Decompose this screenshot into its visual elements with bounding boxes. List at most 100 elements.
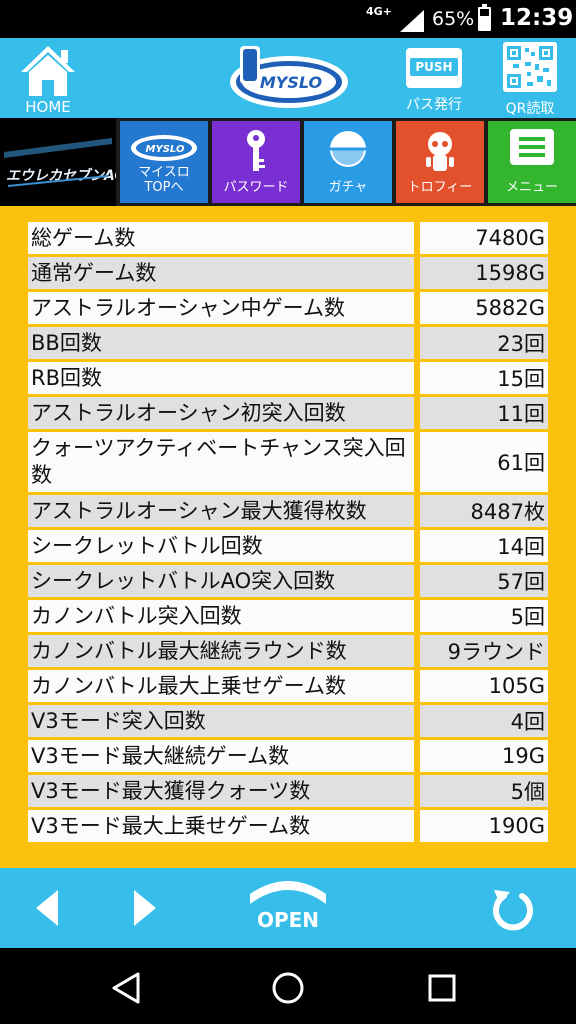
app-header: HOME MYSLO PUSH パス発行 QR読取 — [0, 38, 576, 118]
qr-code-icon — [503, 42, 557, 92]
menu-label: メニュー — [505, 180, 558, 195]
stat-row: カノンバトル突入回数 5回 — [28, 600, 548, 632]
arrow-left-icon — [36, 890, 58, 926]
stat-name: V3モード最大獲得クォーツ数 — [28, 775, 414, 807]
stat-row: RB回数 15回 — [28, 362, 548, 394]
data-panel: 総ゲーム数 7480G 通常ゲーム数 1598G アストラルオーシャン中ゲーム数 5882… — [0, 206, 576, 868]
myslo-top-label: マイスロ TOPへ — [138, 165, 190, 195]
open-button[interactable]: OPEN — [246, 880, 330, 938]
stat-value: 15回 — [420, 362, 548, 394]
stat-row: 通常ゲーム数 1598G — [28, 257, 548, 289]
refresh-button[interactable] — [488, 886, 536, 934]
back-triangle-icon — [112, 972, 140, 1004]
stat-name: カノンバトル最大上乗せゲーム数 — [28, 670, 414, 702]
key-icon — [212, 129, 300, 177]
menu-button[interactable]: メニュー — [488, 121, 576, 203]
trophy-character-icon — [396, 129, 484, 179]
stat-name: カノンバトル突入回数 — [28, 600, 414, 632]
stat-value: 57回 — [420, 565, 548, 597]
status-bar: 4G+ 65% 12:39 — [0, 0, 576, 38]
stat-row: V3モード最大上乗せゲーム数 190G — [28, 810, 548, 842]
gacha-button[interactable]: ガチャ — [304, 121, 392, 203]
stat-value: 23回 — [420, 327, 548, 359]
stat-name: シークレットバトル回数 — [28, 530, 414, 562]
stat-row: BB回数 23回 — [28, 327, 548, 359]
refresh-icon — [493, 890, 533, 931]
stat-value: 4回 — [420, 705, 548, 737]
stat-name: アストラルオーシャン中ゲーム数 — [28, 292, 414, 324]
open-arrow-icon — [250, 881, 326, 904]
myslo-top-button[interactable]: MYSLO マイスロ TOPへ — [120, 121, 208, 203]
stat-name: V3モード突入回数 — [28, 705, 414, 737]
stat-row: アストラルオーシャン中ゲーム数 5882G — [28, 292, 548, 324]
stat-row: カノンバトル最大継続ラウンド数 9ラウンド — [28, 635, 548, 667]
recents-square-icon — [428, 974, 456, 1002]
trophy-button[interactable]: トロフィー — [396, 121, 484, 203]
stat-name: シークレットバトルAO突入回数 — [28, 565, 414, 597]
stat-row: 総ゲーム数 7480G — [28, 222, 548, 254]
pass-issue-button[interactable]: PUSH パス発行 — [398, 48, 470, 116]
previous-button[interactable] — [28, 888, 68, 928]
stat-row: シークレットバトルAO突入回数 57回 — [28, 565, 548, 597]
stat-value: 105G — [420, 670, 548, 702]
stat-value: 5回 — [420, 600, 548, 632]
stat-row: アストラルオーシャン最大獲得枚数 8487枚 — [28, 495, 548, 527]
signal-icon — [400, 10, 424, 36]
stat-name: アストラルオーシャン最大獲得枚数 — [28, 495, 414, 527]
list-menu-icon — [488, 129, 576, 169]
stat-name: V3モード最大継続ゲーム数 — [28, 740, 414, 772]
gacha-label: ガチャ — [328, 180, 368, 195]
stat-row: シークレットバトル回数 14回 — [28, 530, 548, 562]
logo-text: MYSLO — [260, 73, 323, 92]
stat-value: 8487枚 — [420, 495, 548, 527]
stat-name: クォーツアクティベートチャンス突入回数 — [28, 432, 414, 492]
stat-name: V3モード最大上乗せゲーム数 — [28, 810, 414, 842]
svg-text:MYSLO: MYSLO — [146, 144, 185, 155]
stat-value: 190G — [420, 810, 548, 842]
myslo-logo: MYSLO — [230, 46, 348, 108]
game-logo-text: エウレカセブンAO — [6, 167, 116, 184]
stat-row: クォーツアクティベートチャンス突入回数 61回 — [28, 432, 548, 492]
capsule-icon — [304, 129, 392, 173]
myslo-icon: MYSLO — [120, 129, 208, 167]
stat-value: 9ラウンド — [420, 635, 548, 667]
battery-percent: 65% — [432, 8, 475, 30]
stat-value: 1598G — [420, 257, 548, 289]
qr-read-button[interactable]: QR読取 — [494, 42, 566, 117]
stat-name: 通常ゲーム数 — [28, 257, 414, 289]
home-label: HOME — [25, 98, 71, 116]
stat-value: 61回 — [420, 432, 548, 492]
home-circle-icon — [272, 972, 304, 1004]
bottom-nav: OPEN — [0, 868, 576, 948]
battery-icon — [478, 4, 491, 31]
system-nav-bar — [0, 948, 576, 1024]
stat-name: カノンバトル最大継続ラウンド数 — [28, 635, 414, 667]
game-logo: エウレカセブンAO — [0, 118, 116, 206]
home-button[interactable]: HOME — [10, 44, 86, 116]
open-label: OPEN — [256, 908, 320, 932]
push-icon: PUSH — [406, 48, 462, 88]
network-type: 4G+ — [366, 5, 392, 18]
stat-row: アストラルオーシャン初突入回数 11回 — [28, 397, 548, 429]
qr-read-label: QR読取 — [505, 101, 555, 117]
next-button[interactable] — [126, 888, 166, 928]
stat-row: V3モード突入回数 4回 — [28, 705, 548, 737]
stat-name: RB回数 — [28, 362, 414, 394]
system-back-button[interactable] — [108, 970, 144, 1006]
house-icon — [21, 46, 75, 96]
system-recents-button[interactable] — [424, 970, 460, 1006]
stat-row: カノンバトル最大上乗せゲーム数 105G — [28, 670, 548, 702]
stat-value: 14回 — [420, 530, 548, 562]
stats-table: 総ゲーム数 7480G 通常ゲーム数 1598G アストラルオーシャン中ゲーム数 5882… — [28, 222, 548, 845]
password-button[interactable]: パスワード — [212, 121, 300, 203]
system-home-button[interactable] — [270, 970, 306, 1006]
clock: 12:39 — [500, 5, 574, 31]
password-label: パスワード — [223, 180, 289, 195]
stat-name: アストラルオーシャン初突入回数 — [28, 397, 414, 429]
stat-name: BB回数 — [28, 327, 414, 359]
stat-value: 19G — [420, 740, 548, 772]
trophy-label: トロフィー — [407, 180, 473, 195]
stat-row: V3モード最大継続ゲーム数 19G — [28, 740, 548, 772]
stat-name: 総ゲーム数 — [28, 222, 414, 254]
stat-value: 11回 — [420, 397, 548, 429]
